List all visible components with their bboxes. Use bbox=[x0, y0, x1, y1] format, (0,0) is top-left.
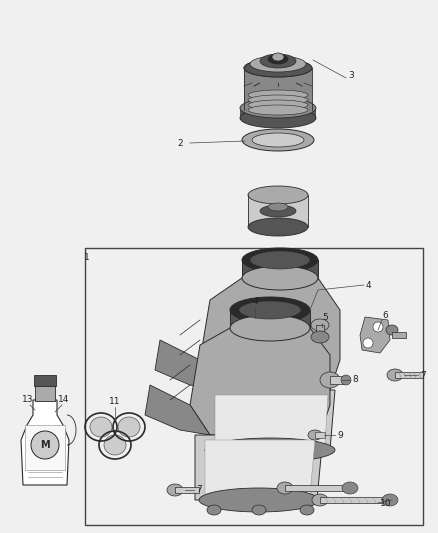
Ellipse shape bbox=[242, 129, 314, 151]
Ellipse shape bbox=[242, 266, 318, 290]
Ellipse shape bbox=[272, 53, 284, 61]
Ellipse shape bbox=[248, 95, 308, 105]
Ellipse shape bbox=[118, 417, 140, 437]
Ellipse shape bbox=[248, 186, 308, 204]
Ellipse shape bbox=[90, 417, 112, 437]
Bar bbox=[85, 248, 423, 525]
Ellipse shape bbox=[244, 59, 312, 77]
Bar bbox=[320, 497, 390, 503]
Text: 4: 4 bbox=[252, 297, 258, 306]
Bar bbox=[230, 310, 310, 328]
Ellipse shape bbox=[260, 54, 296, 68]
Ellipse shape bbox=[277, 482, 293, 494]
Polygon shape bbox=[360, 317, 390, 353]
Bar bbox=[285, 485, 350, 491]
Text: 4: 4 bbox=[366, 280, 371, 289]
Polygon shape bbox=[21, 400, 69, 485]
Bar bbox=[315, 432, 325, 438]
Ellipse shape bbox=[240, 98, 316, 118]
Polygon shape bbox=[145, 385, 210, 435]
Text: 7: 7 bbox=[196, 486, 202, 495]
Bar bbox=[244, 68, 312, 108]
Ellipse shape bbox=[373, 322, 383, 332]
Ellipse shape bbox=[248, 90, 308, 100]
Ellipse shape bbox=[248, 218, 308, 236]
Ellipse shape bbox=[207, 505, 221, 515]
Ellipse shape bbox=[250, 251, 310, 269]
Ellipse shape bbox=[104, 435, 126, 455]
Ellipse shape bbox=[242, 248, 318, 272]
Ellipse shape bbox=[300, 505, 314, 515]
Ellipse shape bbox=[230, 297, 310, 323]
Ellipse shape bbox=[387, 369, 403, 381]
Bar bbox=[175, 487, 199, 493]
Text: 5: 5 bbox=[322, 313, 328, 322]
Ellipse shape bbox=[268, 203, 288, 211]
Ellipse shape bbox=[31, 431, 59, 459]
Ellipse shape bbox=[240, 108, 316, 128]
Ellipse shape bbox=[312, 494, 328, 506]
Polygon shape bbox=[205, 440, 315, 495]
Text: 11: 11 bbox=[109, 398, 121, 407]
Ellipse shape bbox=[382, 494, 398, 506]
Polygon shape bbox=[195, 435, 323, 500]
Ellipse shape bbox=[311, 319, 329, 331]
Text: 7: 7 bbox=[420, 370, 426, 379]
Text: 3: 3 bbox=[348, 70, 354, 79]
Polygon shape bbox=[215, 395, 328, 445]
Ellipse shape bbox=[252, 133, 304, 147]
Bar bbox=[395, 372, 423, 378]
Ellipse shape bbox=[230, 315, 310, 341]
Ellipse shape bbox=[386, 325, 398, 335]
Ellipse shape bbox=[268, 54, 288, 64]
Ellipse shape bbox=[248, 100, 308, 110]
Ellipse shape bbox=[244, 59, 312, 77]
Text: M: M bbox=[40, 440, 50, 450]
Text: 10: 10 bbox=[380, 498, 392, 507]
Text: 13: 13 bbox=[22, 395, 33, 405]
Ellipse shape bbox=[252, 505, 266, 515]
Bar bbox=[392, 332, 406, 338]
Polygon shape bbox=[155, 340, 220, 390]
Bar bbox=[242, 260, 318, 278]
Text: 8: 8 bbox=[352, 376, 358, 384]
Text: 1: 1 bbox=[84, 254, 90, 262]
Ellipse shape bbox=[363, 338, 373, 348]
Bar bbox=[35, 385, 55, 401]
Bar bbox=[316, 325, 324, 337]
Bar bbox=[34, 375, 56, 386]
Bar bbox=[248, 195, 308, 227]
Ellipse shape bbox=[320, 372, 340, 388]
Text: 2: 2 bbox=[177, 139, 183, 148]
Bar bbox=[25, 425, 65, 470]
Polygon shape bbox=[190, 328, 330, 435]
Ellipse shape bbox=[260, 205, 296, 217]
Ellipse shape bbox=[248, 105, 308, 115]
Ellipse shape bbox=[311, 331, 329, 343]
Bar bbox=[240, 108, 316, 120]
Bar bbox=[330, 376, 346, 384]
Ellipse shape bbox=[250, 56, 306, 72]
Text: 6: 6 bbox=[382, 311, 388, 319]
Ellipse shape bbox=[342, 482, 358, 494]
Ellipse shape bbox=[308, 430, 322, 440]
Ellipse shape bbox=[239, 301, 301, 319]
Bar bbox=[248, 95, 308, 115]
Polygon shape bbox=[205, 390, 335, 450]
Ellipse shape bbox=[199, 488, 319, 512]
Ellipse shape bbox=[167, 484, 183, 496]
Text: 14: 14 bbox=[58, 395, 69, 405]
Text: 9: 9 bbox=[337, 431, 343, 440]
Ellipse shape bbox=[341, 375, 351, 385]
Ellipse shape bbox=[205, 438, 335, 462]
Polygon shape bbox=[200, 278, 340, 390]
